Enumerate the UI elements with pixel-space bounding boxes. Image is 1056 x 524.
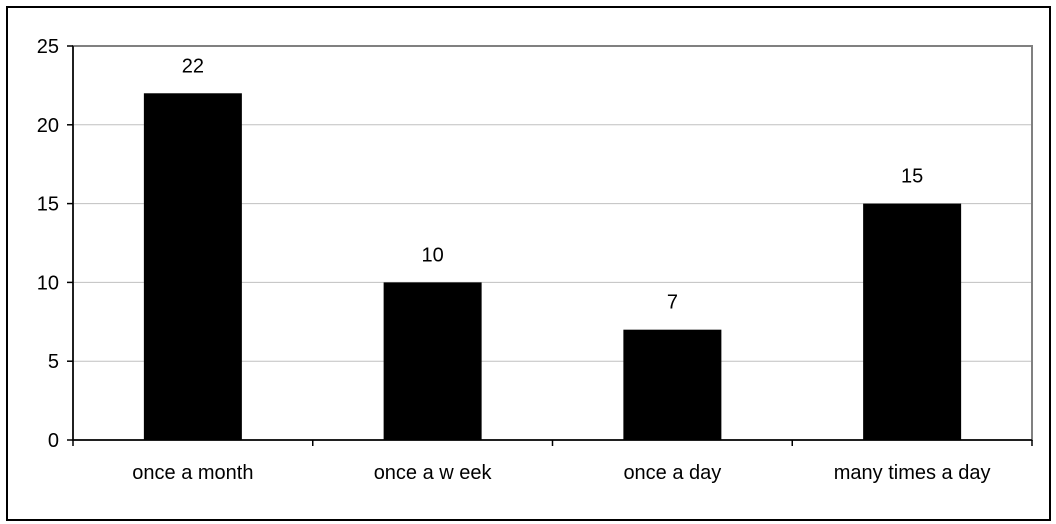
- bar: [623, 329, 722, 440]
- y-tick-label: 25: [37, 36, 59, 58]
- x-category-label: once a w eek: [374, 462, 493, 484]
- data-label: 22: [182, 55, 204, 77]
- axes: [67, 45, 1033, 446]
- y-tick-label: 20: [37, 115, 59, 137]
- y-tick-label: 10: [37, 272, 59, 294]
- data-label: 10: [422, 244, 444, 266]
- bar: [383, 282, 482, 440]
- bars: [143, 93, 962, 440]
- y-axis-tick-labels: 0 5 10 15 20 25: [37, 36, 59, 452]
- bar: [863, 203, 962, 440]
- y-tick-label: 15: [37, 194, 59, 216]
- y-tick-label: 0: [48, 430, 59, 452]
- bar: [143, 93, 242, 440]
- x-axis-category-labels: once a month once a w eek once a day many t…: [132, 462, 990, 484]
- x-category-label: many times a day: [834, 462, 991, 484]
- x-category-label: once a day: [623, 462, 721, 484]
- x-category-label: once a month: [132, 462, 253, 484]
- data-label: 15: [901, 166, 923, 188]
- y-tick-label: 5: [48, 351, 59, 373]
- data-label: 7: [667, 292, 678, 314]
- data-labels: 22 10 7 15: [182, 55, 924, 313]
